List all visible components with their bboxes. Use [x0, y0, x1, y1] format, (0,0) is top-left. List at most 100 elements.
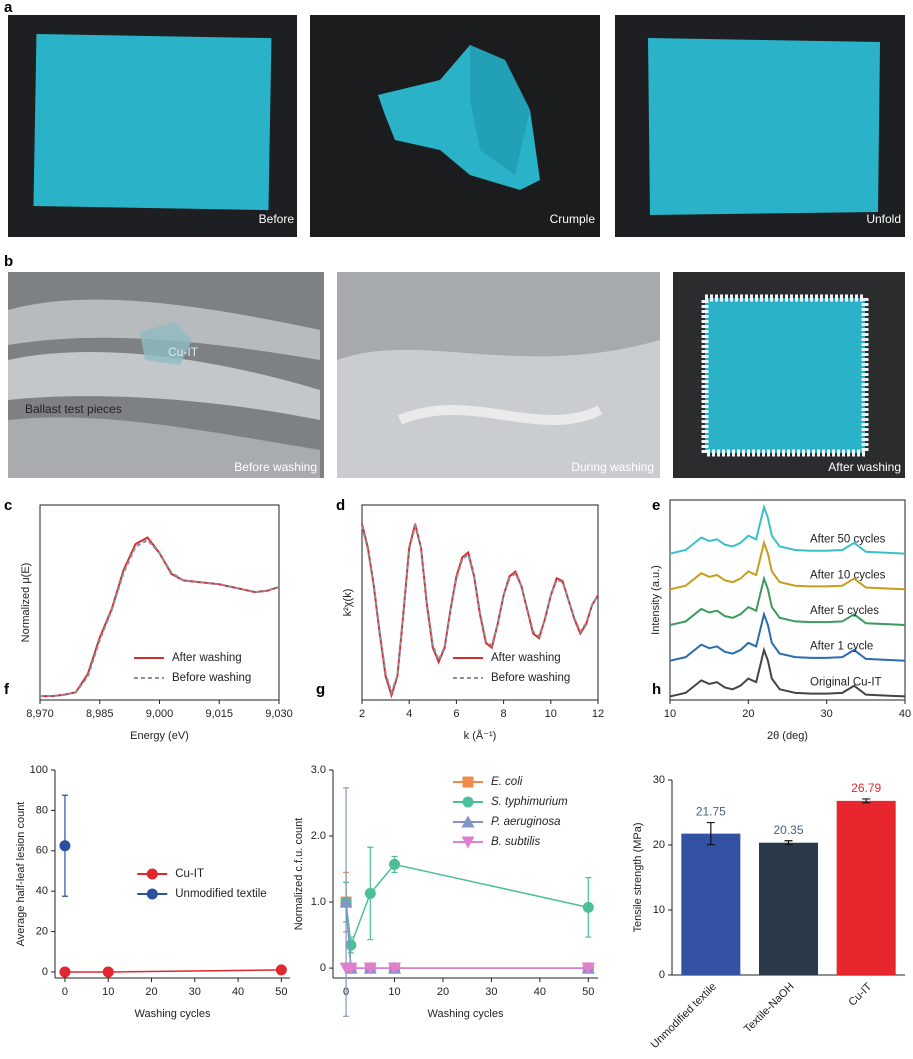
panel-label: g: [316, 681, 325, 698]
photo-caption: Before washing: [234, 460, 317, 474]
legend-marker: [461, 815, 475, 828]
x-tick-label: 30: [821, 708, 833, 720]
panel-label: d: [336, 497, 345, 514]
y-tick-label: 3.0: [311, 764, 326, 776]
bar: [758, 842, 819, 975]
y-tick-label: 2.0: [311, 830, 326, 842]
x-tick-label: 12: [592, 708, 604, 720]
panel-label: c: [4, 497, 12, 514]
photo-caption: Crumple: [550, 212, 596, 226]
value-label: 20.35: [773, 823, 803, 837]
x-tick-label: 20: [145, 986, 157, 998]
series-line: [669, 503, 906, 555]
marker: [102, 966, 114, 978]
marker: [59, 966, 71, 978]
series-line: [669, 539, 906, 591]
legend-label: Before washing: [172, 672, 251, 684]
x-tick-label: 10: [545, 708, 557, 720]
x-tick-label: 50: [275, 986, 287, 998]
photo: [8, 272, 324, 478]
panel-label: a: [4, 0, 13, 16]
x-tick-label: 8,985: [86, 708, 114, 720]
x-tick-label: 4: [406, 708, 412, 720]
x-tick-label: 30: [189, 986, 201, 998]
x-tick-label: 40: [232, 986, 244, 998]
photo-caption: During washing: [571, 460, 654, 474]
y-axis-label: Normalized c.f.u. count: [293, 818, 305, 931]
y-tick-label: 80: [36, 804, 48, 816]
x-tick-label: 8,970: [26, 708, 54, 720]
marker: [388, 962, 402, 975]
marker: [363, 962, 377, 975]
x-tick-label: 10: [664, 708, 676, 720]
x-tick-label: 9,015: [205, 708, 233, 720]
legend-label: After washing: [491, 652, 561, 664]
legend-label: Before washing: [491, 672, 570, 684]
x-tick-label: 6: [453, 708, 459, 720]
series-label: After 10 cycles: [810, 569, 886, 581]
x-axis-label: k (Å⁻¹): [464, 729, 497, 742]
y-axis-label: Intensity (a.u.): [650, 565, 662, 635]
series-label: After 50 cycles: [810, 534, 886, 546]
photo-annotation: Cu-IT: [168, 345, 199, 359]
photo-caption: Before: [259, 212, 295, 226]
y-tick-label: 40: [36, 885, 48, 897]
series-line: [40, 538, 280, 698]
panel-label: e: [652, 497, 660, 514]
x-tick-label: 40: [534, 986, 546, 998]
series-line: [361, 521, 599, 696]
value-label: 21.75: [696, 805, 726, 819]
y-tick-label: 0: [659, 969, 665, 981]
x-axis-label: Washing cycles: [427, 1008, 504, 1020]
panel-label: b: [4, 253, 13, 270]
series-label: Original Cu-IT: [810, 676, 882, 688]
marker: [389, 858, 401, 870]
photo-caption: Unfold: [866, 212, 901, 226]
x-tick-label: 40: [899, 708, 911, 720]
marker: [59, 840, 71, 852]
x-axis-label: Washing cycles: [134, 1008, 211, 1020]
y-tick-label: 0: [320, 962, 326, 974]
panel-label: h: [652, 681, 661, 698]
photo: [337, 272, 660, 478]
series-line: [669, 575, 906, 626]
legend-label: After washing: [172, 652, 242, 664]
y-tick-label: 0: [42, 966, 48, 978]
photo-caption: After washing: [828, 460, 901, 474]
legend-marker: [146, 868, 158, 880]
x-tick-label: 2: [359, 708, 365, 720]
plot-frame: [669, 499, 906, 701]
x-axis-label: Energy (eV): [130, 730, 189, 742]
photo: [310, 15, 600, 237]
photo: [615, 15, 905, 237]
marker: [339, 895, 353, 908]
marker: [275, 964, 287, 976]
bar: [836, 800, 896, 975]
photo: [673, 272, 905, 478]
panel-label: f: [4, 681, 10, 698]
x-tick-label: 8: [501, 708, 507, 720]
legend-marker: [461, 836, 475, 849]
legend-label: S. typhimurium: [491, 796, 568, 808]
y-tick-label: 20: [36, 925, 48, 937]
y-tick-label: 30: [653, 774, 665, 786]
legend-marker: [146, 888, 158, 900]
legend-label: Cu-IT: [175, 868, 204, 880]
marker: [345, 939, 357, 951]
x-tick-label: 20: [437, 986, 449, 998]
value-label: 26.79: [851, 781, 881, 795]
y-tick-label: 60: [36, 845, 48, 857]
marker: [364, 887, 376, 899]
photo-annotation: Ballast test pieces: [25, 402, 122, 416]
bar: [681, 833, 741, 975]
error-bar: [706, 821, 715, 846]
plot-frame: [361, 504, 599, 701]
x-axis-label: 2θ (deg): [767, 730, 808, 742]
marker: [582, 901, 594, 913]
error-bar: [784, 840, 793, 846]
x-tick-label: 9,030: [265, 708, 293, 720]
y-tick-label: 1.0: [311, 896, 326, 908]
x-tick-label: 10: [388, 986, 400, 998]
marker: [344, 962, 358, 975]
